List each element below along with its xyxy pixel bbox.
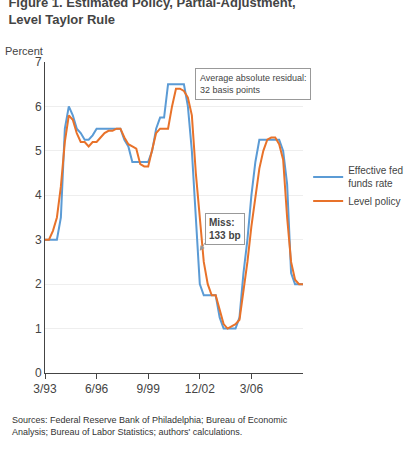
svg-text:6: 6 xyxy=(35,100,42,114)
svg-text:Figure 1. Estimated Policy, Pa: Figure 1. Estimated Policy, Partial-Adju… xyxy=(8,0,295,27)
svg-text:6/96: 6/96 xyxy=(85,382,109,396)
svg-text:4: 4 xyxy=(35,188,42,202)
svg-text:Level policy: Level policy xyxy=(348,196,400,207)
svg-text:0: 0 xyxy=(35,366,42,380)
svg-text:12/02: 12/02 xyxy=(185,382,215,396)
svg-text:Percent: Percent xyxy=(5,45,43,57)
svg-text:2: 2 xyxy=(35,277,42,291)
svg-text:5: 5 xyxy=(35,144,42,158)
svg-text:3/93: 3/93 xyxy=(33,382,57,396)
svg-text:3/06: 3/06 xyxy=(240,382,264,396)
svg-text:Effective fedfunds rate: Effective fedfunds rate xyxy=(348,165,403,189)
svg-text:7: 7 xyxy=(35,55,42,69)
svg-text:1: 1 xyxy=(35,322,42,336)
svg-text:9/99: 9/99 xyxy=(137,382,161,396)
svg-text:Sources: Federal Reserve Bank: Sources: Federal Reserve Bank of Philade… xyxy=(12,415,288,437)
svg-text:Miss:133 bp: Miss:133 bp xyxy=(209,217,241,241)
svg-text:3: 3 xyxy=(35,233,42,247)
svg-text:Average absolute residual:32 b: Average absolute residual:32 basis point… xyxy=(200,73,306,95)
